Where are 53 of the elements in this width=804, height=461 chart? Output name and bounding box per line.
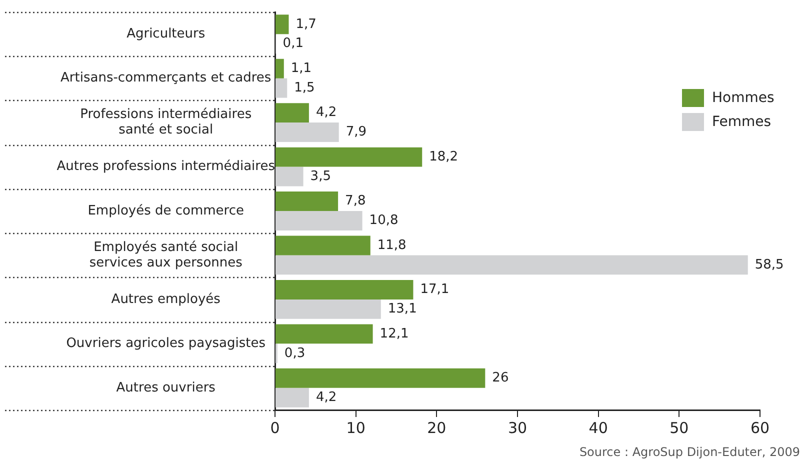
data-label: 1,5 bbox=[294, 80, 315, 96]
data-label: 26 bbox=[492, 370, 509, 386]
data-label: 4,2 bbox=[316, 390, 337, 405]
x-tick-label: 50 bbox=[670, 418, 689, 437]
bar bbox=[276, 103, 309, 123]
bar bbox=[276, 166, 304, 186]
y-tick-label: Autres employés bbox=[111, 292, 221, 307]
data-label: 10,8 bbox=[369, 213, 398, 228]
y-tick-label: Artisans-commerçants et cadres bbox=[60, 70, 272, 86]
bar bbox=[276, 192, 338, 211]
data-label: 58,5 bbox=[754, 257, 784, 272]
bar bbox=[276, 324, 373, 344]
data-label: 7,8 bbox=[345, 194, 366, 209]
data-label: 4,2 bbox=[316, 105, 337, 120]
y-tick-label: Ouvriers agricoles paysagistes bbox=[66, 336, 266, 352]
data-label: 3,5 bbox=[310, 168, 331, 184]
bar bbox=[276, 122, 339, 142]
data-label: 1,1 bbox=[290, 60, 312, 76]
y-tick-label: Autres professions intermédiaires bbox=[56, 159, 276, 174]
data-label: 18,2 bbox=[429, 149, 458, 164]
data-label: 13,1 bbox=[388, 302, 417, 317]
y-tick-label: Autres ouvriers bbox=[116, 380, 216, 396]
bar bbox=[276, 280, 414, 300]
data-label: 7,9 bbox=[346, 124, 367, 140]
source-note: Source : AgroSup Dijon-Eduter, 2009 bbox=[579, 445, 800, 460]
bar bbox=[276, 388, 309, 408]
x-tick-label: 10 bbox=[346, 418, 366, 437]
legend-label: Hommes bbox=[712, 90, 774, 106]
bar bbox=[276, 58, 284, 78]
data-label: 0,1 bbox=[282, 36, 304, 52]
bar bbox=[276, 14, 289, 34]
x-tick-label: 60 bbox=[750, 418, 770, 437]
data-label: 12,1 bbox=[380, 326, 409, 342]
data-label: 1,7 bbox=[296, 16, 316, 32]
legend-label: Femmes bbox=[712, 114, 772, 130]
y-tick-label: Agriculteurs bbox=[126, 26, 206, 42]
x-tick-label: 40 bbox=[588, 418, 608, 437]
bar bbox=[276, 368, 486, 388]
y-tick-label: Employés de commerce bbox=[88, 203, 244, 218]
data-label: 0,3 bbox=[284, 346, 306, 361]
bar bbox=[276, 211, 362, 230]
data-label: 17,1 bbox=[420, 282, 450, 298]
bar bbox=[276, 255, 748, 275]
bar bbox=[276, 147, 422, 167]
x-tick-label: 30 bbox=[508, 418, 528, 437]
data-label: 11,8 bbox=[377, 238, 406, 253]
y-tick-label: Employés santé social services aux personnes bbox=[89, 240, 243, 270]
bar bbox=[276, 236, 370, 256]
x-tick-label: 0 bbox=[270, 418, 280, 437]
bar bbox=[276, 299, 381, 319]
bar bbox=[276, 78, 288, 98]
y-tick-label: Professions intermédiaires santé et social bbox=[80, 107, 252, 138]
x-tick-label: 20 bbox=[427, 418, 446, 437]
